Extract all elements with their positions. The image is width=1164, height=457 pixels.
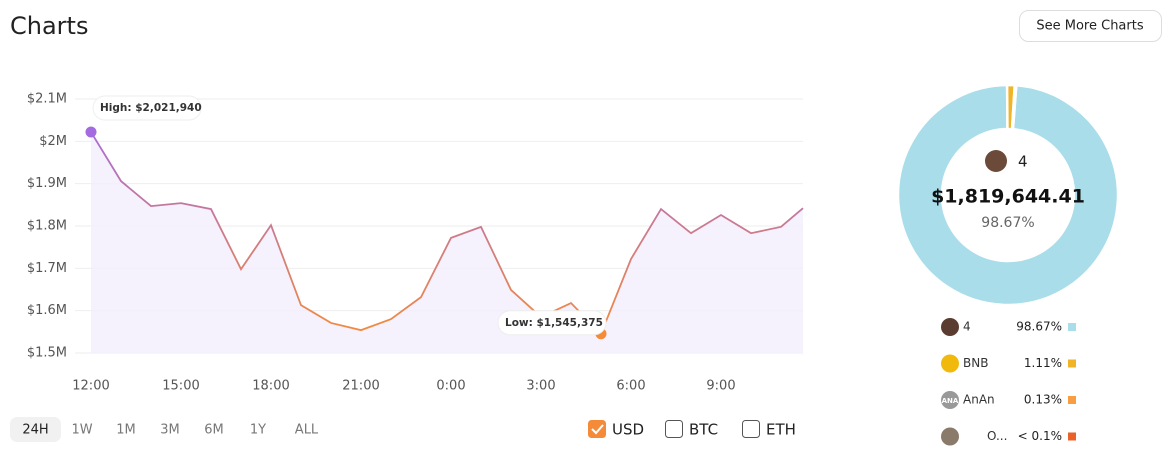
legend-icon: [941, 318, 959, 336]
currency-checkbox[interactable]: [588, 420, 606, 438]
center-percent: 98.67%: [981, 215, 1034, 231]
y-tick-label: $2.1M: [27, 92, 67, 107]
range-button[interactable]: 1W: [71, 423, 92, 438]
currency-checkbox[interactable]: [665, 420, 683, 438]
check-mark: [591, 424, 604, 435]
center-name: 4: [1018, 153, 1028, 171]
extreme-tooltip: [92, 95, 202, 121]
legend-swatch: [1068, 323, 1076, 331]
legend-icon: [941, 354, 959, 373]
range-button[interactable]: ALL: [295, 423, 319, 438]
area: [91, 132, 803, 353]
donut-slice: [896, 83, 1120, 307]
center-value: $1,819,644.41: [931, 186, 1085, 208]
range-active-bg[interactable]: [10, 417, 61, 442]
currency-label[interactable]: USD: [612, 421, 644, 439]
see-more-button[interactable]: [1019, 10, 1162, 42]
legend-value: < 0.1%: [1018, 429, 1062, 443]
legend-name: AnAn: [963, 393, 995, 407]
extreme-label: High: $2,021,940: [100, 102, 202, 114]
x-tick-label: 0:00: [436, 379, 465, 394]
currency-checkbox[interactable]: [742, 420, 760, 438]
legend-name: O...: [987, 429, 1007, 443]
donut-slice: [1011, 83, 1018, 131]
range-button[interactable]: 3M: [160, 423, 180, 438]
legend-value: 98.67%: [1016, 320, 1062, 334]
extreme-dot: [85, 126, 97, 138]
line: [90, 131, 804, 336]
currency-label[interactable]: BTC: [689, 421, 718, 439]
legend-icon: [941, 391, 959, 409]
extreme-tooltip: [497, 310, 607, 336]
legend-icon: [941, 427, 959, 446]
legend-swatch: [1068, 396, 1076, 404]
x-tick-label: 12:00: [72, 379, 109, 394]
y-tick-label: $1.7M: [27, 261, 67, 276]
range-button[interactable]: 1Y: [250, 423, 266, 438]
x-tick-label: 18:00: [252, 379, 289, 394]
center-avatar: [985, 150, 1007, 172]
title: Charts: [10, 12, 88, 40]
legend-value: 1.11%: [1024, 356, 1062, 370]
x-tick-label: 6:00: [616, 379, 645, 394]
legend-name: BNB: [963, 356, 988, 370]
y-tick-label: $2M: [39, 134, 67, 149]
legend-swatch: [1068, 432, 1076, 441]
range-button[interactable]: 1M: [116, 423, 136, 438]
see-more-label[interactable]: See More Charts: [1036, 19, 1143, 34]
x-tick-label: 9:00: [706, 379, 735, 394]
y-tick-label: $1.6M: [27, 303, 67, 318]
y-tick-label: $1.5M: [27, 346, 67, 361]
extreme-label: Low: $1,545,375: [505, 317, 603, 329]
currency-label[interactable]: ETH: [766, 421, 796, 439]
legend-value: 0.13%: [1024, 393, 1062, 407]
range-button[interactable]: 24H: [22, 423, 48, 438]
y-tick-label: $1.8M: [27, 219, 67, 234]
legend-name: 4: [963, 320, 971, 334]
legend-icon-text: ANA: [942, 397, 959, 405]
x-tick-label: 15:00: [162, 379, 199, 394]
y-tick-label: $1.9M: [27, 176, 67, 191]
x-tick-label: 21:00: [342, 379, 379, 394]
range-button[interactable]: 6M: [204, 423, 224, 438]
legend-swatch: [1068, 359, 1076, 368]
x-tick-label: 3:00: [526, 379, 555, 394]
